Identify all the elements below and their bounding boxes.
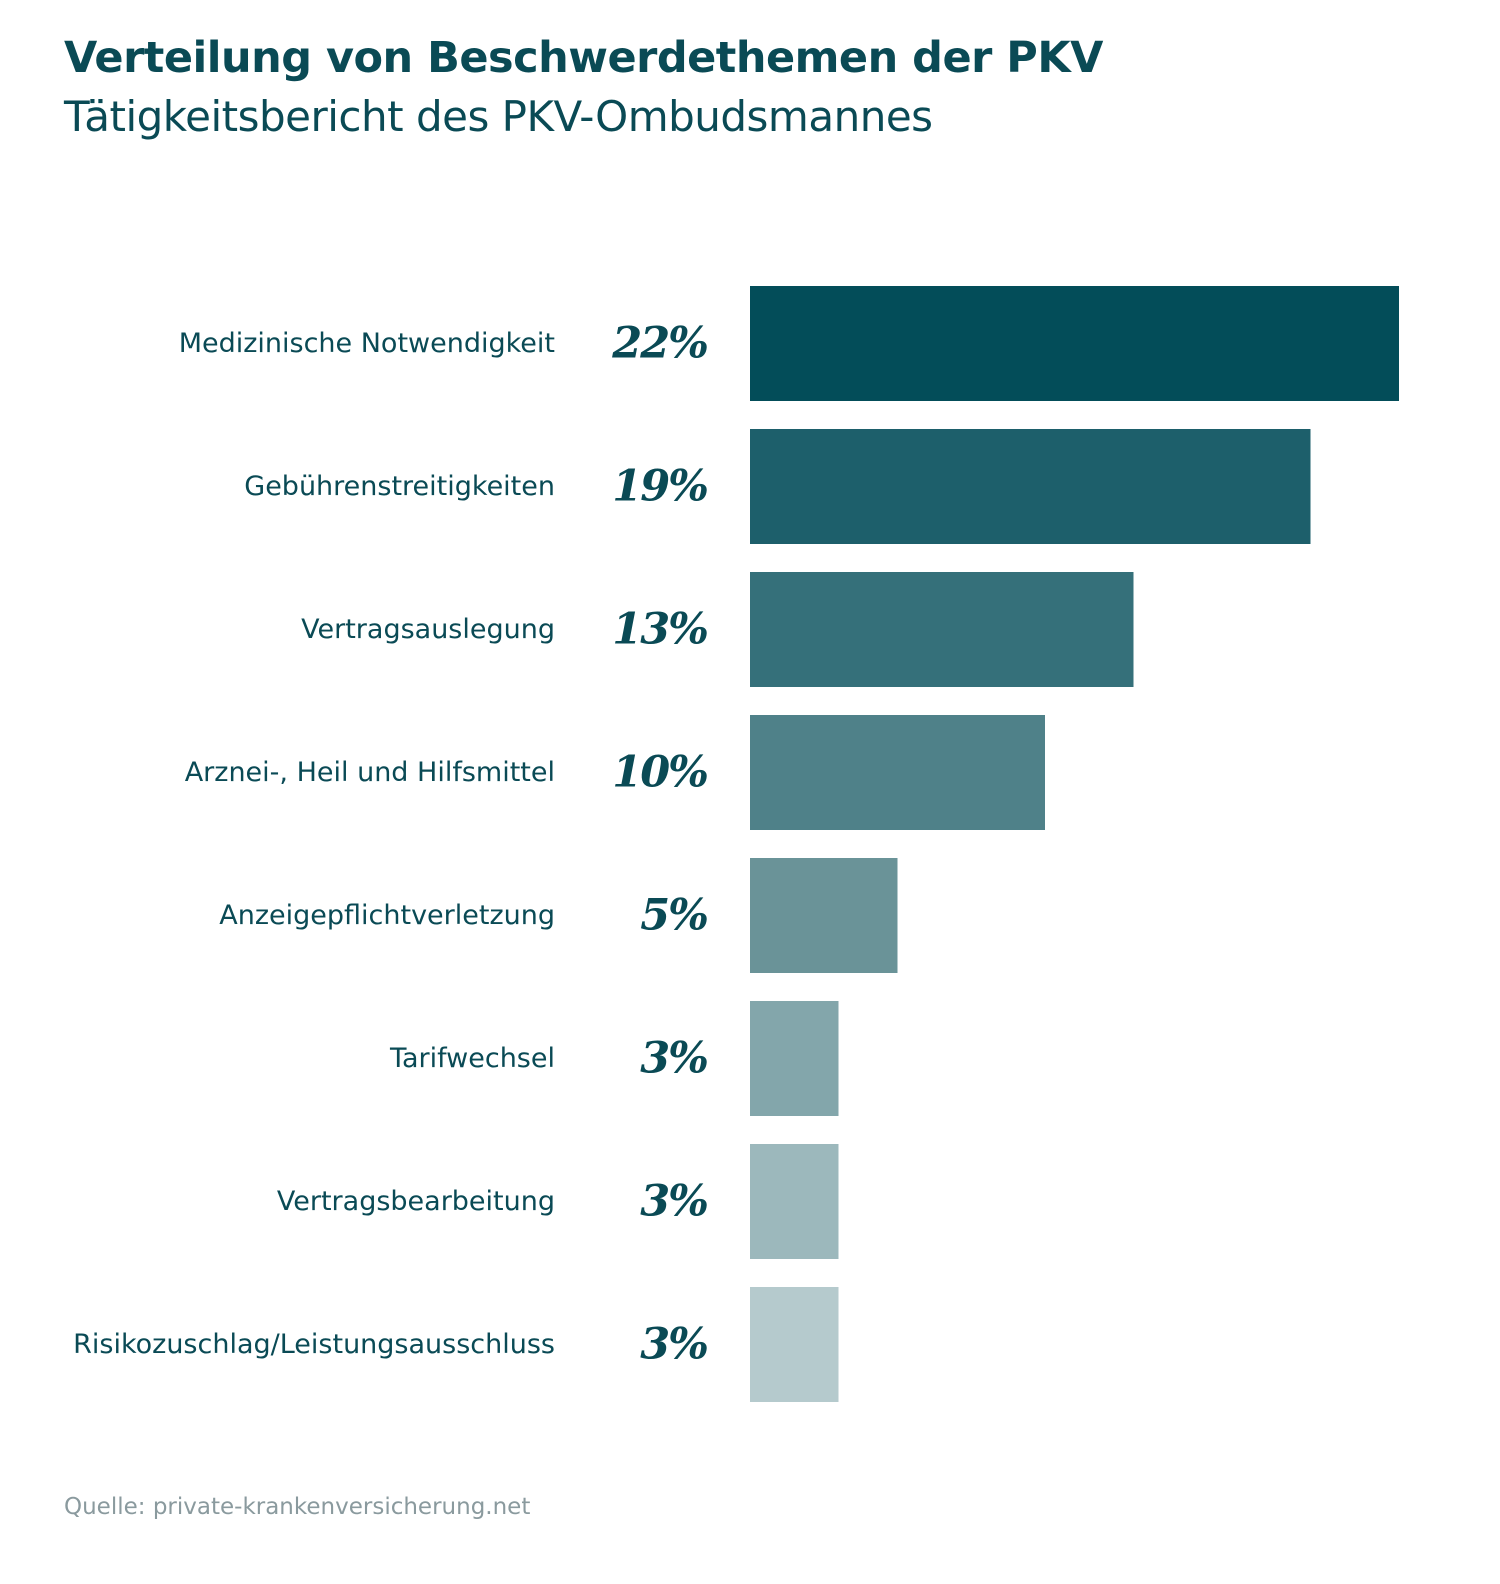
category-label: Risikozuschlag/Leistungsausschluss: [73, 1329, 555, 1360]
bar: [750, 286, 1399, 401]
source-note: Quelle: private-krankenversicherung.net: [64, 1494, 531, 1520]
value-label: 10%: [612, 748, 708, 798]
category-label: Arznei-, Heil und Hilfsmittel: [185, 757, 555, 788]
category-label: Tarifwechsel: [389, 1043, 555, 1074]
value-label: 3%: [640, 1320, 708, 1370]
value-label: 3%: [640, 1177, 708, 1227]
bar: [750, 1001, 839, 1116]
bar: [750, 429, 1311, 544]
category-label: Medizinische Notwendigkeit: [179, 328, 555, 359]
category-label: Anzeigepflichtverletzung: [219, 900, 555, 931]
bar: [750, 715, 1045, 830]
chart-title: Verteilung von Beschwerdethemen der PKV: [64, 33, 1103, 83]
value-label: 19%: [612, 462, 708, 512]
value-label: 5%: [640, 891, 708, 941]
category-label: Vertragsauslegung: [301, 614, 555, 645]
value-label: 13%: [612, 605, 708, 655]
value-label: 3%: [640, 1034, 708, 1084]
value-label: 22%: [611, 319, 708, 369]
bar: [750, 1144, 839, 1259]
category-label: Gebührenstreitigkeiten: [244, 471, 555, 502]
bar: [750, 1287, 839, 1402]
category-label: Vertragsbearbeitung: [277, 1186, 555, 1217]
chart-subtitle: Tätigkeitsbericht des PKV-Ombudsmannes: [64, 92, 933, 141]
bar: [750, 858, 898, 973]
bar: [750, 572, 1134, 687]
